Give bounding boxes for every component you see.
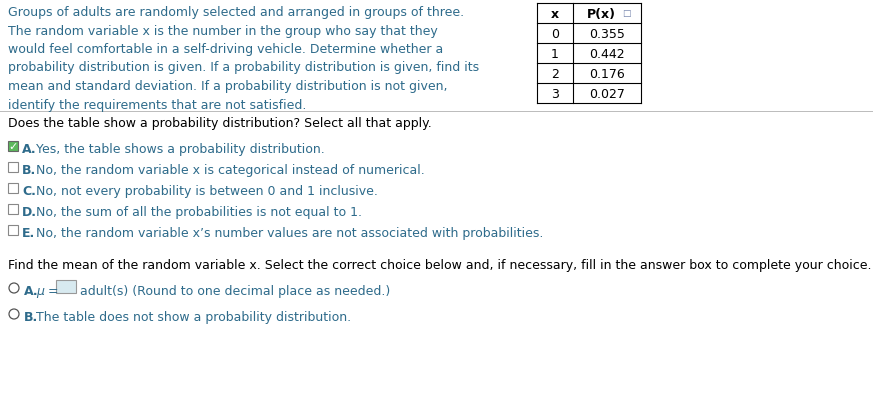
Text: D.: D.: [22, 206, 37, 218]
Bar: [8, 204, 18, 214]
Text: A.: A.: [22, 142, 37, 156]
Text: No, the random variable x is categorical instead of numerical.: No, the random variable x is categorical…: [36, 164, 425, 177]
Text: □: □: [622, 9, 630, 17]
Text: Groups of adults are randomly selected and arranged in groups of three.: Groups of adults are randomly selected a…: [8, 6, 464, 19]
Text: 0.027: 0.027: [589, 87, 625, 100]
Text: A.: A.: [24, 284, 38, 297]
Text: B.: B.: [24, 310, 38, 323]
Text: μ =: μ =: [36, 284, 58, 297]
Text: E.: E.: [22, 226, 35, 240]
Text: Yes, the table shows a probability distribution.: Yes, the table shows a probability distr…: [36, 142, 325, 156]
Bar: [8, 183, 18, 194]
Text: 1: 1: [551, 47, 559, 60]
Text: C.: C.: [22, 185, 36, 197]
Text: 0.176: 0.176: [589, 67, 625, 80]
Text: 0: 0: [551, 27, 559, 40]
Text: probability distribution is given. If a probability distribution is given, find : probability distribution is given. If a …: [8, 62, 479, 74]
Text: mean and standard deviation. If a probability distribution is not given,: mean and standard deviation. If a probab…: [8, 80, 448, 93]
Text: identify the requirements that are not satisfied.: identify the requirements that are not s…: [8, 98, 306, 111]
Text: 0.355: 0.355: [589, 27, 625, 40]
Bar: [56, 280, 76, 293]
Text: 0.442: 0.442: [589, 47, 625, 60]
Text: No, the sum of all the probabilities is not equal to 1.: No, the sum of all the probabilities is …: [36, 206, 362, 218]
Text: x: x: [551, 7, 559, 21]
Bar: [8, 225, 18, 235]
Text: 2: 2: [551, 67, 559, 80]
Text: The table does not show a probability distribution.: The table does not show a probability di…: [36, 310, 351, 323]
Text: No, not every probability is between 0 and 1 inclusive.: No, not every probability is between 0 a…: [36, 185, 378, 197]
Text: B.: B.: [22, 164, 37, 177]
Text: Does the table show a probability distribution? Select all that apply.: Does the table show a probability distri…: [8, 117, 432, 130]
Text: ✓: ✓: [9, 142, 17, 152]
Text: P(x): P(x): [587, 7, 616, 21]
Text: would feel comfortable in a self-driving vehicle. Determine whether a: would feel comfortable in a self-driving…: [8, 43, 443, 56]
Text: Find the mean of the random variable x. Select the correct choice below and, if : Find the mean of the random variable x. …: [8, 259, 871, 271]
Bar: [8, 163, 18, 173]
Bar: [8, 142, 18, 152]
Text: The random variable x is the number in the group who say that they: The random variable x is the number in t…: [8, 24, 437, 38]
Circle shape: [9, 309, 19, 319]
Text: adult(s) (Round to one decimal place as needed.): adult(s) (Round to one decimal place as …: [80, 284, 390, 297]
Circle shape: [9, 283, 19, 293]
Text: 3: 3: [551, 87, 559, 100]
Text: No, the random variable x’s number values are not associated with probabilities.: No, the random variable x’s number value…: [36, 226, 543, 240]
